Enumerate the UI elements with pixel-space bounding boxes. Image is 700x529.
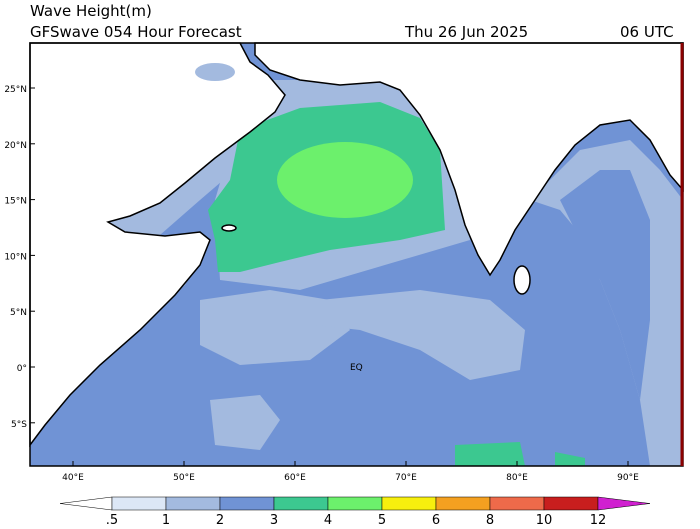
green-region: [555, 452, 585, 466]
colorbar-label: 12: [590, 513, 607, 525]
lon-label: 70°E: [395, 473, 417, 483]
light-region: [200, 290, 350, 365]
lon-label: 80°E: [506, 473, 528, 483]
lat-label: 5°S: [11, 420, 27, 430]
map: EQ: [29, 42, 684, 467]
green-region: [455, 442, 525, 466]
colorbar-cap: [597, 496, 651, 511]
island: [221, 224, 237, 232]
lat-label: 10°N: [4, 252, 27, 262]
lon-label: 60°E: [284, 473, 306, 483]
colorbar-label: 10: [536, 513, 553, 525]
colorbar-label: 8: [486, 513, 494, 525]
lat-label: 5°N: [10, 308, 27, 318]
colorbar-label: 5: [378, 513, 386, 525]
colorbar-label: 1: [162, 513, 170, 525]
lon-label: 90°E: [617, 473, 639, 483]
light-region: [210, 395, 280, 450]
land: [29, 42, 286, 448]
high-region: [277, 142, 413, 218]
colorbar-swatch: [327, 496, 383, 511]
colorbar-swatch: [489, 496, 545, 511]
lon-label: 40°E: [62, 473, 84, 483]
colorbar-swatch: [111, 496, 167, 511]
colorbar-swatch: [435, 496, 491, 511]
light-region: [315, 290, 525, 380]
colorbar-swatch: [381, 496, 437, 511]
colorbar-label: .5: [106, 513, 118, 525]
colorbar-cap: [59, 496, 113, 511]
colorbar-label: 3: [270, 513, 278, 525]
time: 06 UTC: [620, 23, 674, 41]
lat-label: 20°N: [4, 141, 27, 151]
lat-label: 25°N: [4, 85, 27, 95]
title: Wave Height(m): [30, 2, 152, 20]
mid-region: [560, 170, 650, 400]
colorbar-swatch: [165, 496, 221, 511]
colorbar-label: 2: [216, 513, 224, 525]
date: Thu 26 Jun 2025: [404, 23, 528, 41]
lon-label: 50°E: [173, 473, 195, 483]
eq-label: EQ: [350, 363, 363, 373]
lat-label: 15°N: [4, 197, 27, 207]
colorbar-label: 6: [432, 513, 440, 525]
colorbar-swatch: [543, 496, 599, 511]
island: [513, 265, 531, 295]
gulf: [195, 63, 235, 81]
model: GFSwave 054 Hour Forecast: [30, 23, 242, 41]
colorbar-label: 4: [324, 513, 332, 525]
land: [254, 42, 684, 277]
lat-label: 0°: [17, 364, 27, 374]
colorbar-swatch: [273, 496, 329, 511]
colorbar-swatch: [219, 496, 275, 511]
